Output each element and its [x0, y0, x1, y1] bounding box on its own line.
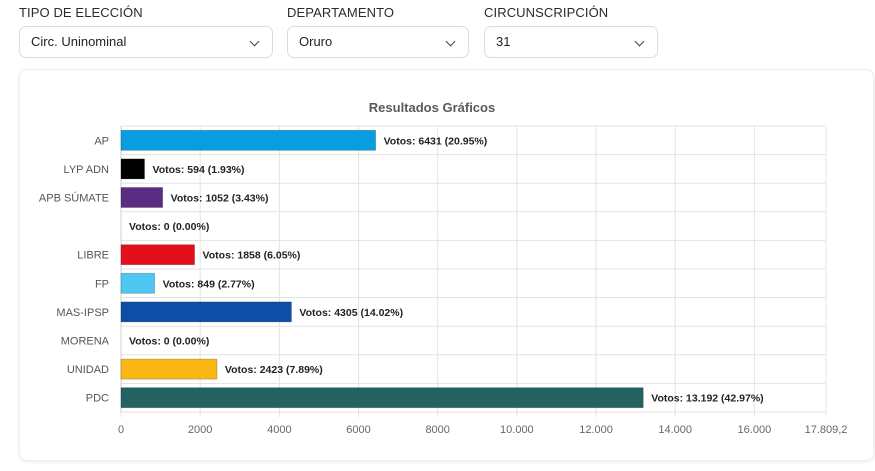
y-tick-label: MAS-IPSP — [56, 307, 109, 319]
x-tick-label: 16.000 — [738, 424, 772, 436]
x-tick-label: 6000 — [346, 424, 370, 436]
filter-tipo-eleccion: TIPO DE ELECCIÓN Circ. Uninominal — [19, 6, 273, 58]
bar-data-label: Votos: 1052 (3.43%) — [171, 193, 269, 205]
select-value: Oruro — [299, 34, 333, 49]
bar-data-label: Votos: 594 (1.93%) — [153, 164, 245, 176]
filter-label: CIRCUNSCRIPCIÓN — [484, 5, 609, 20]
circunscripcion-select[interactable]: 31 — [484, 26, 658, 58]
bar — [120, 387, 644, 409]
bar — [120, 272, 156, 294]
x-tick-label: 17.809,2 — [805, 424, 848, 436]
y-tick-label: UNIDAD — [67, 364, 109, 376]
bar-data-label: Votos: 4305 (14.02%) — [299, 307, 403, 319]
y-tick-label: MORENA — [61, 336, 110, 348]
bar-data-label: Votos: 849 (2.77%) — [163, 278, 255, 290]
bar — [120, 158, 145, 180]
bar — [120, 129, 376, 151]
bar-data-label: Votos: 0 (0.00%) — [129, 221, 209, 233]
y-tick-label: LYP ADN — [64, 164, 110, 176]
x-tick-label: 10.000 — [500, 424, 534, 436]
bar-data-label: Votos: 0 (0.00%) — [129, 336, 209, 348]
tipo-eleccion-select[interactable]: Circ. Uninominal — [19, 26, 273, 58]
bar-data-label: Votos: 2423 (7.89%) — [225, 364, 323, 376]
x-tick-label: 2000 — [188, 424, 212, 436]
select-value: Circ. Uninominal — [31, 34, 127, 49]
bar — [120, 187, 164, 208]
x-tick-label: 4000 — [267, 424, 291, 436]
bar — [120, 244, 195, 266]
y-tick-label: APB SÚMATE — [39, 192, 109, 205]
bar — [120, 358, 218, 380]
filter-label: TIPO DE ELECCIÓN — [19, 5, 143, 20]
chart-title: Resultados Gráficos — [368, 100, 496, 115]
x-tick-label: 14.000 — [658, 424, 692, 436]
filter-label: DEPARTAMENTO — [287, 5, 395, 20]
y-tick-label: AP — [94, 135, 109, 147]
x-tick-label: 8000 — [425, 424, 449, 436]
y-tick-label: LIBRE — [77, 250, 109, 262]
y-tick-label: FP — [95, 278, 109, 290]
departamento-select[interactable]: Oruro — [287, 26, 469, 58]
bar-data-label: Votos: 6431 (20.95%) — [384, 135, 488, 147]
bar-data-label: Votos: 13.192 (42.97%) — [651, 393, 763, 405]
y-tick-label: PDC — [86, 393, 109, 405]
bar-data-label: Votos: 1858 (6.05%) — [203, 250, 301, 262]
filter-departamento: DEPARTAMENTO Oruro — [287, 6, 469, 58]
select-value: 31 — [496, 34, 511, 49]
bar — [120, 301, 292, 323]
filter-circunscripcion: CIRCUNSCRIPCIÓN 31 — [484, 6, 658, 58]
x-tick-label: 12.000 — [579, 424, 613, 436]
x-tick-label: 0 — [118, 424, 124, 436]
